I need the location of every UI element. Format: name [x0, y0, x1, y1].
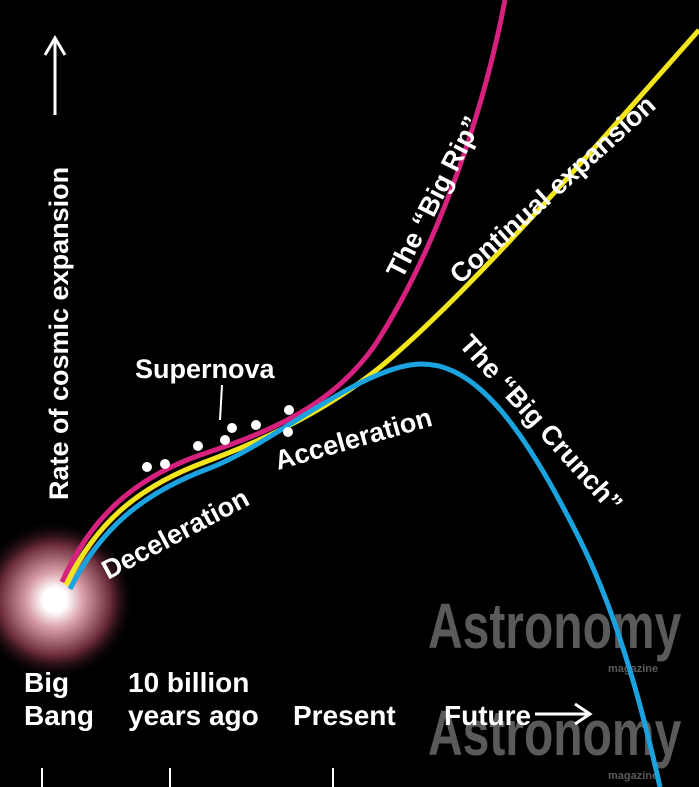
axis-arrow: [43, 35, 67, 115]
watermark-subtitle: magazine: [608, 770, 658, 782]
timeline-label: Bang: [24, 700, 94, 731]
supernova-dots: [142, 405, 294, 472]
timeline-label: years ago: [128, 700, 259, 731]
supernova-label: Supernova: [135, 354, 276, 384]
timeline-label: Big: [24, 667, 69, 698]
supernova-pointer: [219, 384, 223, 421]
watermark: Astronomy magazine Astronomy magazine: [428, 590, 682, 782]
timeline-label: 10 billion: [128, 667, 249, 698]
future-arrow: [535, 702, 593, 726]
big-crunch-curve: [67, 361, 663, 787]
timeline-ticks: [41, 768, 334, 787]
axis-label: Rate of cosmic expansion: [44, 167, 74, 500]
big-rip-curve: [59, 0, 508, 584]
watermark-title: Astronomy: [428, 590, 682, 661]
timeline-label: Future: [444, 700, 531, 731]
big-bang-glow: [0, 520, 135, 680]
watermark-subtitle: magazine: [608, 663, 658, 675]
timeline-label: Present: [293, 700, 396, 731]
